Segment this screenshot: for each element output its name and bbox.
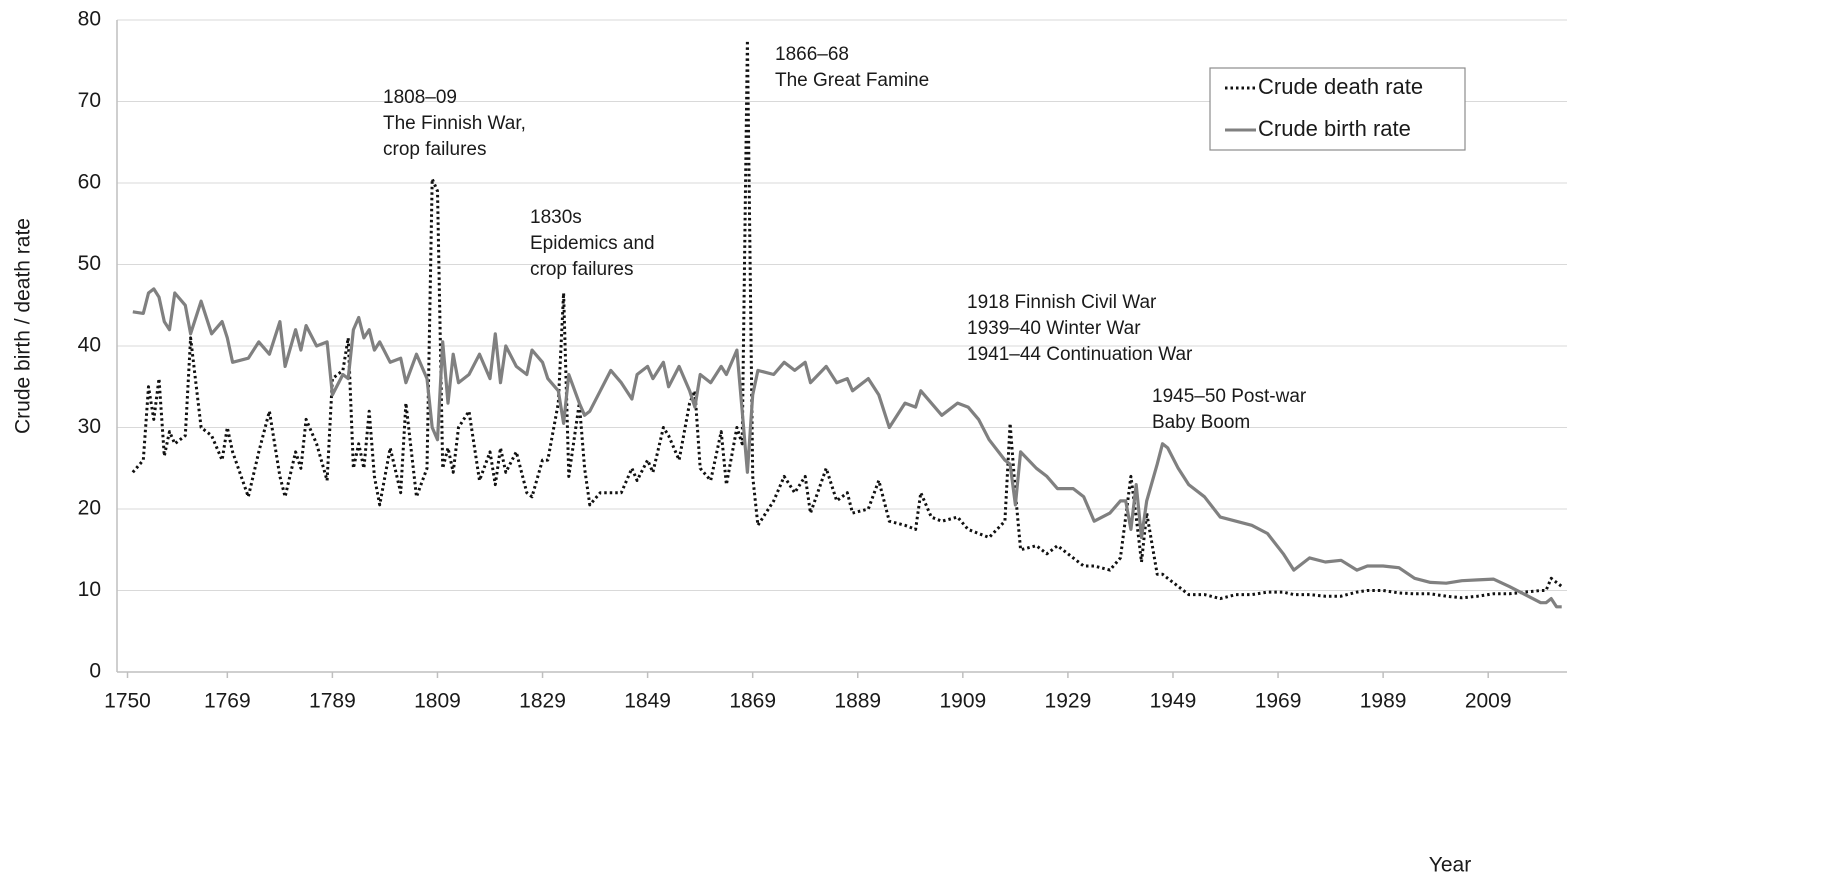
series-line xyxy=(131,38,1563,601)
annotation: 1866–68 xyxy=(775,44,849,65)
y-tick-label: 20 xyxy=(78,497,101,520)
x-tick-label: 1750 xyxy=(104,690,151,713)
y-tick-label: 50 xyxy=(78,252,101,275)
x-tick-label: 1989 xyxy=(1360,690,1407,713)
y-tick-label: 40 xyxy=(78,334,101,357)
y-tick-label: 0 xyxy=(89,660,101,683)
y-tick-label: 70 xyxy=(78,89,101,112)
annotation: crop failures xyxy=(383,139,487,160)
x-tick-label: 1889 xyxy=(834,690,881,713)
x-tick-label: 1769 xyxy=(204,690,251,713)
annotation: The Finnish War, xyxy=(383,113,526,134)
legend-label: Crude death rate xyxy=(1258,74,1423,99)
x-tick-label: 1869 xyxy=(729,690,776,713)
x-tick-label: 1909 xyxy=(939,690,986,713)
annotation: Baby Boom xyxy=(1152,412,1250,433)
x-tick-label: 1809 xyxy=(414,690,461,713)
y-axis-label: Crude birth / death rate xyxy=(12,218,35,434)
annotation: 1939–40 Winter War xyxy=(967,318,1141,339)
annotation: crop failures xyxy=(530,259,634,280)
legend-box xyxy=(1209,67,1466,151)
x-tick-label: 1849 xyxy=(624,690,671,713)
annotation: 1808–09 xyxy=(383,87,457,108)
x-tick-label: 1949 xyxy=(1150,690,1197,713)
series-line xyxy=(132,287,1562,609)
annotation: 1830s xyxy=(530,207,582,228)
y-tick-label: 80 xyxy=(78,8,101,31)
x-tick-label: 1789 xyxy=(309,690,356,713)
x-tick-label: 2009 xyxy=(1465,690,1512,713)
x-tick-label: 1929 xyxy=(1045,690,1092,713)
y-tick-label: 10 xyxy=(78,578,101,601)
x-tick-label: 1969 xyxy=(1255,690,1302,713)
y-tick-label: 30 xyxy=(78,415,101,438)
y-tick-label: 60 xyxy=(78,171,101,194)
annotation: 1945–50 Post-war xyxy=(1152,386,1307,407)
annotation: Epidemics and xyxy=(530,233,655,254)
x-tick-label: 1829 xyxy=(519,690,566,713)
x-axis-label: Year xyxy=(1429,854,1471,877)
legend-label: Crude birth rate xyxy=(1258,116,1411,141)
annotation: 1941–44 Continuation War xyxy=(967,344,1193,365)
annotation: 1918 Finnish Civil War xyxy=(967,292,1157,313)
annotation: The Great Famine xyxy=(775,70,929,91)
